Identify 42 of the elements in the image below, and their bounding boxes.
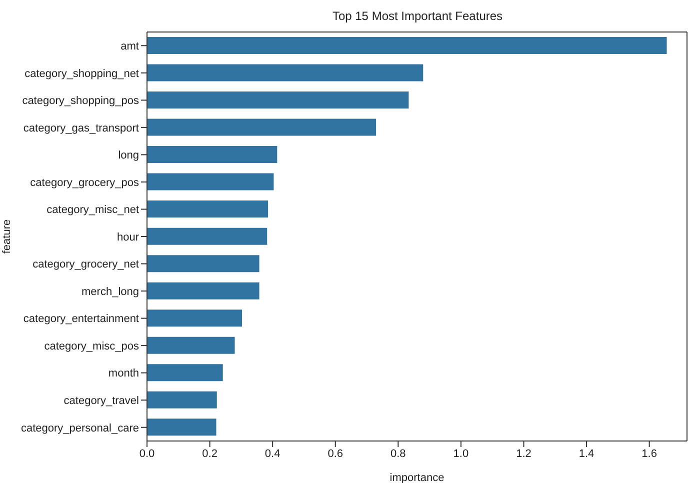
y-axis-title: feature xyxy=(0,219,13,254)
x-tick-label: 0.2 xyxy=(202,448,218,460)
bar xyxy=(147,118,376,136)
x-tick-label: 1.2 xyxy=(516,448,532,460)
y-tick-label: hour xyxy=(116,231,140,244)
bar xyxy=(147,364,223,382)
bar xyxy=(147,200,268,218)
y-tick-label: category_shopping_pos xyxy=(22,95,140,108)
x-tick-label: 1.4 xyxy=(578,448,594,460)
y-tick-label: category_travel xyxy=(64,395,139,408)
bar xyxy=(147,255,260,272)
bar xyxy=(147,282,260,300)
y-tick-label: category_personal_care xyxy=(20,422,139,434)
bar xyxy=(147,336,235,354)
bar xyxy=(147,36,667,54)
x-tick-label: 0.8 xyxy=(390,448,406,460)
y-tick-label: merch_long xyxy=(82,286,139,298)
bar xyxy=(147,64,424,82)
x-tick-label: 0.6 xyxy=(328,448,344,460)
bar xyxy=(147,228,268,245)
bar xyxy=(147,310,242,327)
y-tick-label: category_misc_net xyxy=(46,204,139,216)
y-tick-label: category_shopping_net xyxy=(24,68,139,80)
y-tick-label: category_grocery_pos xyxy=(30,176,140,189)
x-tick-label: 0.4 xyxy=(264,448,280,460)
bar xyxy=(147,391,217,408)
y-tick-label: category_grocery_net xyxy=(32,258,139,271)
y-tick-label: month xyxy=(108,368,139,380)
y-tick-label: amt xyxy=(120,40,139,53)
x-tick-label: 1.0 xyxy=(453,448,469,460)
x-tick-label: 1.6 xyxy=(642,448,657,460)
bar xyxy=(147,173,274,190)
bar xyxy=(147,418,216,436)
y-tick-label: category_misc_pos xyxy=(44,340,140,352)
y-tick-label: category_gas_transport xyxy=(23,122,139,134)
y-tick-label: category_entertainment xyxy=(23,313,139,326)
x-axis-title: importance xyxy=(390,472,444,483)
x-tick-label: 0.0 xyxy=(139,448,155,460)
chart-title: Top 15 Most Important Features xyxy=(331,9,504,23)
y-tick-label: long xyxy=(118,150,139,162)
bar xyxy=(147,91,409,108)
bar xyxy=(147,146,278,164)
